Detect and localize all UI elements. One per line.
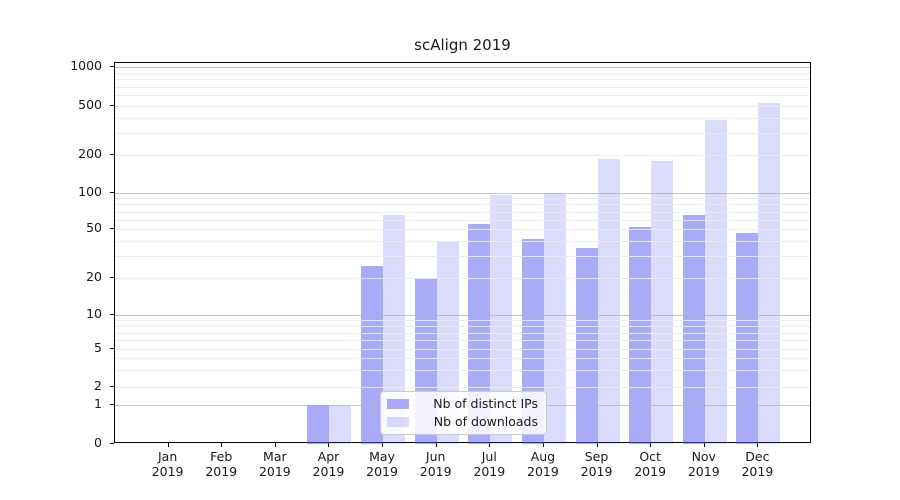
bar-downloads-Dec xyxy=(758,103,781,444)
legend: Nb of distinct IPs Nb of downloads xyxy=(380,391,547,435)
y-tick-label-10: 10 xyxy=(86,306,102,321)
bar-distinct-ips-Jul xyxy=(468,224,491,444)
x-tick-label-Feb: Feb 2019 xyxy=(205,449,238,479)
bar-downloads-Jul xyxy=(490,195,513,444)
y-tick-label-2: 2 xyxy=(94,378,102,393)
bars-layer xyxy=(115,63,810,444)
y-tick-5 xyxy=(110,348,114,350)
x-tick-label-Apr: Apr 2019 xyxy=(312,449,345,479)
x-tick-Feb xyxy=(221,443,223,447)
y-tick-500 xyxy=(110,104,114,106)
bar-downloads-May xyxy=(383,215,406,444)
x-tick-Nov xyxy=(703,443,705,447)
x-tick-label-Dec: Dec 2019 xyxy=(741,449,774,479)
legend-label-downloads: Nb of downloads xyxy=(433,414,538,429)
bar-distinct-ips-May xyxy=(361,265,384,444)
x-tick-Oct xyxy=(650,443,652,447)
y-tick-label-20: 20 xyxy=(86,268,102,284)
bar-distinct-ips-Oct xyxy=(629,227,652,444)
x-tick-label-Mar: Mar 2019 xyxy=(258,449,291,479)
x-tick-label-Jul: Jul 2019 xyxy=(473,449,506,479)
y-tick-100 xyxy=(110,191,114,193)
x-tick-Apr xyxy=(328,443,330,447)
legend-swatch-downloads xyxy=(387,417,409,427)
y-tick-label-50: 50 xyxy=(86,220,102,236)
x-tick-May xyxy=(382,443,384,447)
bar-downloads-Apr xyxy=(329,404,352,444)
x-tick-label-May: May 2019 xyxy=(366,449,398,479)
y-tick-50 xyxy=(110,228,114,230)
y-tick-20 xyxy=(110,276,114,278)
y-tick-label-0: 0 xyxy=(94,435,102,450)
chart-title: scAlign 2019 xyxy=(414,36,511,54)
plot-area xyxy=(114,62,811,444)
x-tick-label-Aug: Aug 2019 xyxy=(527,449,559,479)
bar-downloads-Nov xyxy=(704,120,727,444)
y-tick-0 xyxy=(110,443,114,444)
y-tick-1 xyxy=(110,403,114,405)
y-tick-label-200: 200 xyxy=(78,146,102,161)
legend-entry-distinct-ips: Nb of distinct IPs xyxy=(387,397,538,411)
x-tick-Jan xyxy=(167,443,169,447)
x-tick-Aug xyxy=(542,443,544,447)
y-tick-2 xyxy=(110,386,114,387)
y-tick-200 xyxy=(110,154,114,155)
x-tick-label-Sep: Sep 2019 xyxy=(580,449,613,479)
x-tick-Dec xyxy=(757,443,759,447)
x-tick-Mar xyxy=(274,443,276,447)
x-tick-label-Jun: Jun 2019 xyxy=(419,449,452,479)
legend-entry-downloads: Nb of downloads xyxy=(387,415,538,429)
x-tick-label-Jan: Jan 2019 xyxy=(151,449,184,479)
x-tick-label-Oct: Oct 2019 xyxy=(634,449,667,479)
bar-downloads-Aug xyxy=(543,192,566,444)
bar-downloads-Oct xyxy=(651,161,674,444)
bar-distinct-ips-Nov xyxy=(682,214,705,444)
bar-distinct-ips-Apr xyxy=(307,404,330,444)
x-tick-Jun xyxy=(435,443,437,447)
x-tick-Jul xyxy=(489,443,491,447)
x-tick-Sep xyxy=(596,443,598,447)
y-tick-label-500: 500 xyxy=(78,96,102,112)
legend-label-distinct-ips: Nb of distinct IPs xyxy=(433,396,538,411)
legend-swatch-distinct-ips xyxy=(387,399,409,409)
y-tick-label-1: 1 xyxy=(94,395,102,411)
y-tick-label-5: 5 xyxy=(94,340,102,356)
x-tick-label-Nov: Nov 2019 xyxy=(687,449,720,479)
y-tick-1000 xyxy=(110,66,114,67)
y-tick-10 xyxy=(110,314,114,315)
y-tick-label-1000: 1000 xyxy=(70,58,102,73)
y-tick-label-100: 100 xyxy=(78,183,102,199)
bar-distinct-ips-Sep xyxy=(575,248,598,444)
bar-downloads-Sep xyxy=(597,159,620,444)
bar-distinct-ips-Dec xyxy=(736,232,759,444)
